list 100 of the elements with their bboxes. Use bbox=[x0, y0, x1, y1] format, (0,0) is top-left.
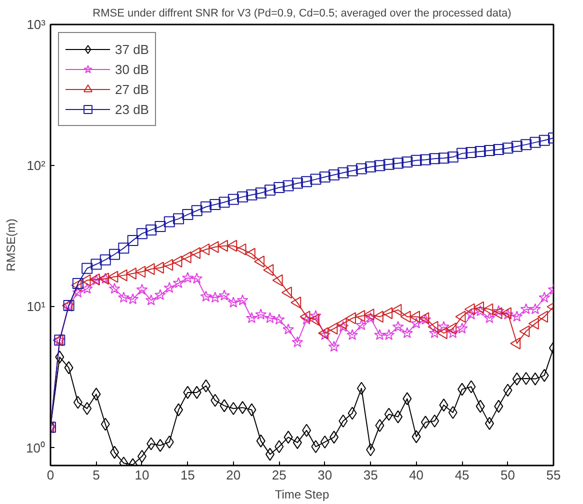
point bbox=[382, 307, 393, 320]
point bbox=[375, 419, 384, 432]
point bbox=[274, 182, 285, 193]
point bbox=[172, 277, 184, 288]
point bbox=[199, 243, 210, 256]
point bbox=[109, 248, 120, 260]
point bbox=[383, 329, 395, 340]
x-tick-label: 35 bbox=[363, 468, 378, 482]
point bbox=[144, 263, 155, 276]
point bbox=[145, 294, 157, 306]
point bbox=[465, 308, 477, 320]
point bbox=[190, 247, 201, 260]
point bbox=[409, 310, 420, 323]
point bbox=[264, 184, 276, 196]
point bbox=[476, 400, 485, 413]
point bbox=[511, 310, 523, 322]
point bbox=[290, 296, 302, 309]
point bbox=[494, 400, 504, 413]
point bbox=[522, 372, 531, 386]
point bbox=[456, 148, 468, 159]
point bbox=[100, 418, 110, 431]
point bbox=[218, 290, 230, 301]
point bbox=[402, 392, 412, 406]
point bbox=[200, 290, 212, 302]
point bbox=[502, 142, 514, 154]
point bbox=[528, 318, 539, 330]
point bbox=[82, 262, 93, 274]
legend-label: 27 dB bbox=[115, 82, 149, 96]
point bbox=[338, 167, 349, 178]
point bbox=[320, 436, 330, 449]
point bbox=[538, 134, 550, 146]
point bbox=[209, 292, 221, 303]
point bbox=[308, 314, 320, 326]
point bbox=[492, 307, 502, 320]
point bbox=[520, 303, 532, 314]
point bbox=[372, 310, 384, 323]
y-tick-label: 10¹ bbox=[26, 299, 46, 314]
point bbox=[456, 322, 468, 334]
y-tick-label: 10⁰ bbox=[26, 440, 46, 456]
x-tick-label: 50 bbox=[500, 468, 516, 482]
point bbox=[492, 305, 504, 316]
point bbox=[336, 318, 347, 330]
point bbox=[200, 201, 212, 212]
point bbox=[182, 272, 194, 283]
point bbox=[81, 282, 93, 294]
point bbox=[365, 161, 376, 172]
point bbox=[218, 196, 230, 208]
point bbox=[180, 251, 192, 264]
x-tick-label: 20 bbox=[226, 468, 241, 482]
point bbox=[274, 440, 284, 454]
point bbox=[474, 305, 486, 316]
point bbox=[473, 301, 484, 314]
point bbox=[183, 386, 192, 399]
point bbox=[430, 414, 440, 428]
point bbox=[384, 408, 394, 421]
y-tick-label: 10² bbox=[26, 158, 46, 174]
point bbox=[310, 310, 322, 321]
point bbox=[348, 406, 357, 420]
point bbox=[448, 406, 458, 420]
point bbox=[519, 325, 530, 338]
point bbox=[108, 270, 118, 283]
point bbox=[520, 139, 532, 150]
point bbox=[446, 322, 457, 335]
point bbox=[164, 436, 174, 449]
point bbox=[345, 312, 356, 324]
point bbox=[346, 165, 358, 176]
point bbox=[174, 403, 184, 416]
point bbox=[64, 361, 74, 374]
point bbox=[510, 337, 521, 350]
point bbox=[236, 243, 246, 256]
legend-label: 23 dB bbox=[115, 102, 149, 116]
point bbox=[438, 152, 450, 164]
point bbox=[208, 241, 219, 254]
point bbox=[428, 327, 440, 338]
point bbox=[392, 320, 404, 332]
point bbox=[484, 312, 496, 324]
point bbox=[256, 434, 266, 448]
point bbox=[503, 384, 512, 397]
point bbox=[263, 264, 274, 276]
x-tick-label: 5 bbox=[92, 468, 100, 482]
point bbox=[530, 372, 540, 386]
point bbox=[282, 323, 294, 334]
point bbox=[146, 437, 156, 450]
point bbox=[420, 416, 430, 429]
point bbox=[164, 282, 176, 293]
point bbox=[502, 308, 514, 320]
point bbox=[328, 340, 340, 352]
point bbox=[464, 303, 475, 316]
point bbox=[466, 146, 477, 158]
point bbox=[272, 274, 283, 286]
point bbox=[356, 163, 367, 174]
point bbox=[356, 319, 368, 330]
point bbox=[255, 308, 267, 320]
point bbox=[247, 403, 256, 416]
x-axis-title: Time Step bbox=[274, 488, 330, 502]
point bbox=[493, 144, 504, 156]
point bbox=[292, 436, 302, 450]
point bbox=[292, 336, 304, 348]
y-axis-title: RMSE(m) bbox=[4, 218, 18, 272]
point bbox=[80, 274, 91, 286]
